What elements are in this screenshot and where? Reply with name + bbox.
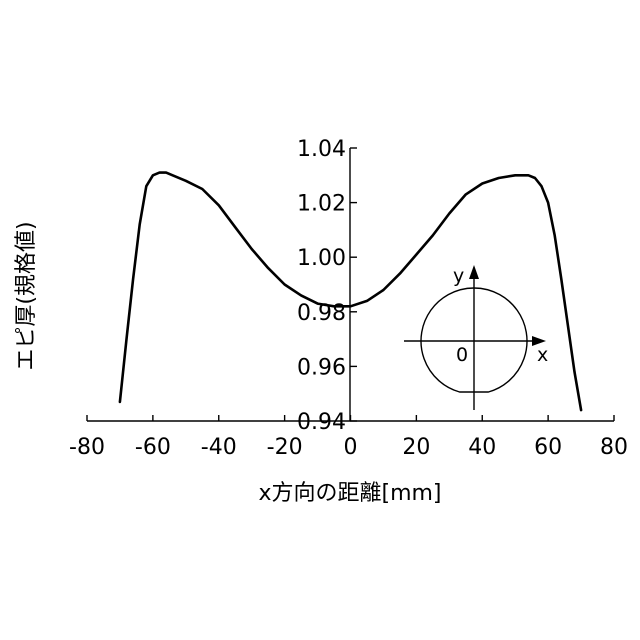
inset-x-label: x (537, 344, 548, 366)
y-tick-label: 0.96 (297, 355, 346, 380)
x-tick-label: 0 (344, 435, 358, 460)
y-axis: 0.940.960.981.001.021.04 (297, 137, 357, 435)
inset-origin-label: 0 (456, 344, 468, 366)
inset-y-arrow-icon (469, 265, 479, 279)
x-tick-label: -20 (267, 435, 303, 460)
y-tick-label: 1.04 (297, 137, 346, 162)
y-tick-label: 1.00 (297, 246, 346, 271)
x-tick-label: -60 (135, 435, 171, 460)
x-tick-label: -40 (201, 435, 237, 460)
x-tick-label: -80 (69, 435, 105, 460)
y-tick-label: 0.94 (297, 410, 346, 435)
x-tick-label: 40 (468, 435, 496, 460)
y-tick-label: 1.02 (297, 192, 346, 217)
x-tick-label: 20 (402, 435, 430, 460)
x-axis: -80 -60 -40 -20 0 20 40 60 80 (69, 415, 628, 460)
wafer-inset-diagram: x y 0 (404, 265, 548, 410)
y-axis-label: エピ厚(規格値) (14, 221, 39, 370)
x-axis-label: x方向の距離[mm] (258, 481, 441, 506)
inset-y-label: y (453, 265, 464, 287)
x-tick-label: 60 (534, 435, 562, 460)
x-tick-label: 80 (600, 435, 628, 460)
